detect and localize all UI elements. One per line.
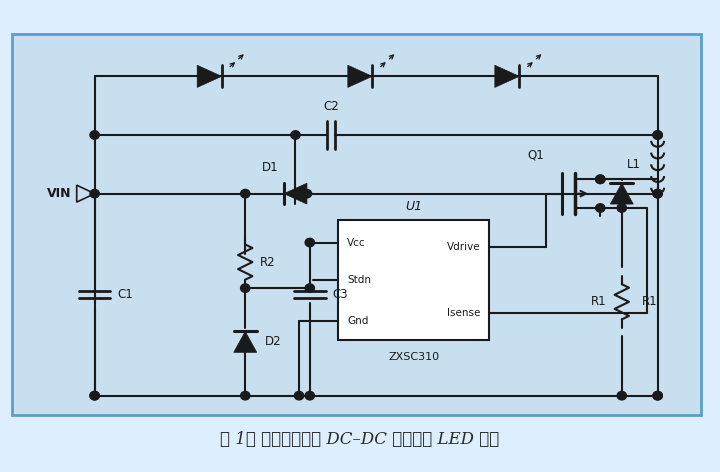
Circle shape: [90, 189, 99, 198]
Circle shape: [90, 391, 99, 400]
Text: Vdrive: Vdrive: [447, 242, 480, 252]
Bar: [12, 34, 701, 415]
Circle shape: [595, 204, 605, 212]
Circle shape: [653, 189, 662, 198]
Text: Q1: Q1: [527, 148, 544, 161]
Text: C3: C3: [333, 288, 348, 301]
Text: Vcc: Vcc: [347, 237, 366, 247]
Circle shape: [90, 391, 99, 400]
Text: D2: D2: [266, 336, 282, 348]
Circle shape: [305, 284, 315, 292]
Polygon shape: [348, 65, 372, 87]
Text: C2: C2: [323, 100, 339, 113]
Text: 图 1： 使用降压模式 DC–DC 转换器的 LED 驱动: 图 1： 使用降压模式 DC–DC 转换器的 LED 驱动: [220, 431, 500, 448]
Circle shape: [305, 391, 315, 400]
Circle shape: [653, 131, 662, 139]
Circle shape: [595, 175, 605, 184]
Polygon shape: [197, 65, 222, 87]
Polygon shape: [611, 183, 634, 204]
Circle shape: [90, 131, 99, 139]
Circle shape: [294, 391, 304, 400]
Text: R1: R1: [590, 295, 606, 308]
Polygon shape: [284, 183, 307, 204]
Polygon shape: [495, 65, 519, 87]
Text: VIN: VIN: [48, 187, 72, 200]
Text: D1: D1: [262, 161, 279, 174]
Text: R1: R1: [642, 295, 657, 308]
Bar: [338, 219, 489, 340]
Text: Gnd: Gnd: [347, 316, 369, 326]
Circle shape: [240, 391, 250, 400]
Circle shape: [653, 391, 662, 400]
Text: Stdn: Stdn: [347, 275, 371, 285]
Text: Isense: Isense: [447, 308, 480, 318]
Text: ZXSC310: ZXSC310: [388, 352, 439, 362]
Circle shape: [305, 238, 315, 247]
Circle shape: [240, 189, 250, 198]
Text: C1: C1: [117, 288, 133, 301]
Text: U1: U1: [405, 200, 423, 213]
Circle shape: [617, 391, 626, 400]
Circle shape: [240, 284, 250, 292]
Circle shape: [617, 204, 626, 212]
Text: R2: R2: [260, 255, 275, 269]
Circle shape: [302, 189, 312, 198]
Circle shape: [291, 131, 300, 139]
Text: L1: L1: [626, 158, 640, 171]
Circle shape: [595, 175, 605, 184]
Polygon shape: [234, 331, 257, 352]
Circle shape: [653, 131, 662, 139]
Circle shape: [653, 189, 662, 198]
Circle shape: [653, 391, 662, 400]
